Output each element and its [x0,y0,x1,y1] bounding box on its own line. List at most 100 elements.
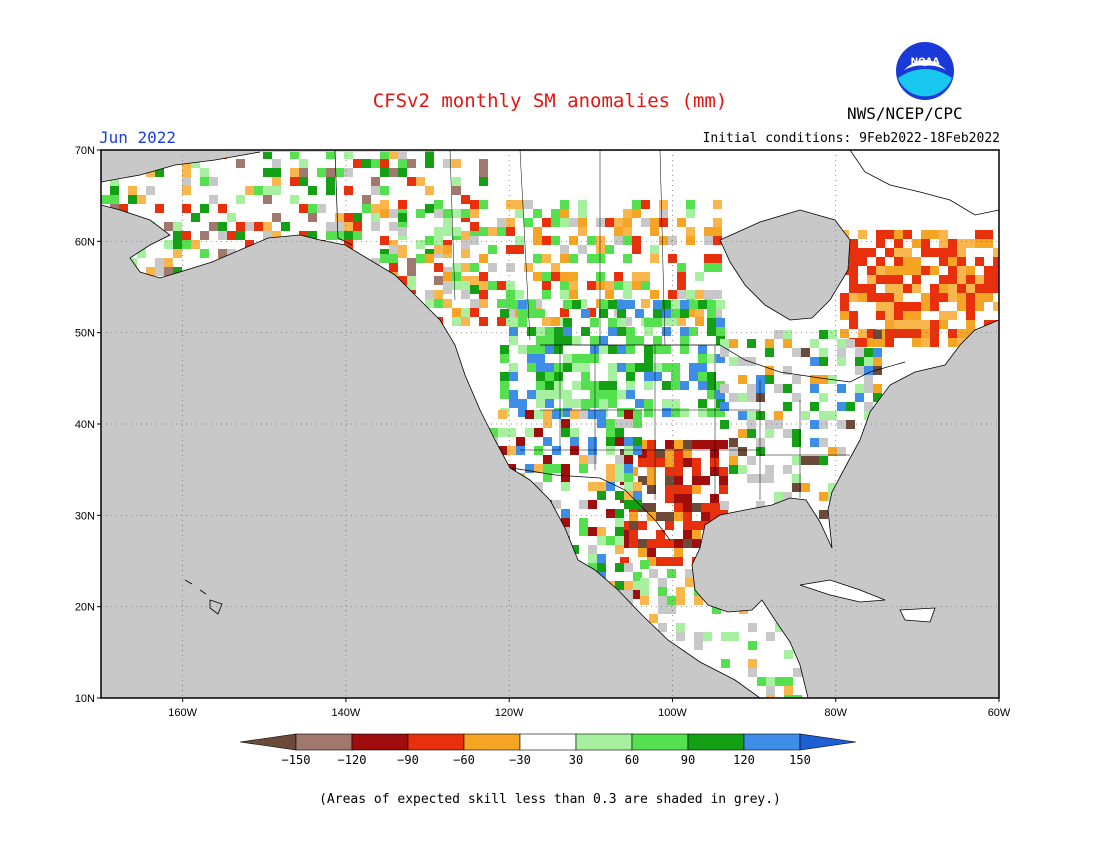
anomaly-cell [674,503,683,512]
anomaly-cell [894,329,903,338]
anomaly-cell [525,410,534,419]
anomaly-cell [638,548,647,557]
anomaly-cell [694,641,703,650]
anomaly-cell [873,366,882,375]
anomaly-cell [536,390,545,399]
anomaly-cell [641,218,650,227]
anomaly-cell [849,239,858,248]
anomaly-cell [479,299,488,308]
anomaly-cell [173,267,182,276]
anomaly-cell [110,195,119,204]
anomaly-cell [662,363,671,372]
anomaly-cell [588,527,597,536]
anomaly-cell [710,512,719,521]
anomaly-cell [647,476,656,485]
anomaly-cell [563,327,572,336]
anomaly-cell [527,309,536,318]
anomaly-cell [570,410,579,419]
anomaly-cell [633,500,642,509]
anomaly-cell [701,440,710,449]
anomaly-cell [662,300,671,309]
anomaly-cell [561,428,570,437]
legend-swatch [575,733,633,751]
anomaly-cell [716,408,725,417]
anomaly-cell [563,399,572,408]
anomaly-cell [425,299,434,308]
anomaly-cell [704,236,713,245]
legend-swatch [631,733,689,751]
anomaly-cell [671,300,680,309]
anomaly-cell [561,419,570,428]
anomaly-cell [948,311,957,320]
anomaly-cell [912,329,921,338]
anomaly-cell [766,632,775,641]
anomaly-cell [380,168,389,177]
anomaly-cell [570,428,579,437]
anomaly-cell [720,348,729,357]
anomaly-cell [587,236,596,245]
anomaly-cell [658,623,667,632]
anomaly-cell [683,503,692,512]
anomaly-cell [698,345,707,354]
anomaly-cell [689,363,698,372]
anomaly-cell [698,372,707,381]
anomaly-cell [819,375,828,384]
anomaly-cell [515,200,524,209]
anomaly-cell [948,338,957,347]
anomaly-cell [748,623,757,632]
anomaly-cell [534,464,543,473]
anomaly-cell [506,290,515,299]
anomaly-cell [993,284,999,293]
lat-tick-label: 40N [75,419,95,431]
anomaly-cell [371,177,380,186]
anomaly-cell [389,263,398,272]
legend-label: 60 [625,753,639,767]
anomaly-cell [774,420,783,429]
anomaly-cell [461,317,470,326]
anomaly-cell [506,227,515,236]
anomaly-cell [461,290,470,299]
anomaly-cell [756,375,765,384]
anomaly-cell [500,390,509,399]
anomaly-cell [434,276,443,285]
anomaly-cell [828,411,837,420]
valid-month-label: Jun 2022 [99,128,177,147]
anomaly-cell [653,309,662,318]
anomaly-cell [606,464,615,473]
anomaly-cell [966,302,975,311]
anomaly-cell [470,222,479,231]
anomaly-cell [578,299,587,308]
anomaly-cell [536,372,545,381]
anomaly-cell [443,299,452,308]
anomaly-cell [461,209,470,218]
anomaly-cell [894,320,903,329]
anomaly-cell [658,587,667,596]
anomaly-cell [819,456,828,465]
anomaly-cell [572,381,581,390]
anomaly-cell [644,408,653,417]
anomaly-cell [912,266,921,275]
anomaly-cell [659,236,668,245]
anomaly-cell [837,339,846,348]
anomaly-cell [479,254,488,263]
anomaly-cell [633,491,642,500]
anomaly-cell [984,275,993,284]
anomaly-cell [624,437,633,446]
anomaly-cell [545,345,554,354]
anomaly-cell [452,227,461,236]
anomaly-cell [443,272,452,281]
anomaly-cell [579,455,588,464]
anomaly-cell [407,276,416,285]
anomaly-cell [689,300,698,309]
anomaly-cell [662,381,671,390]
anomaly-cell [667,605,676,614]
anomaly-cell [756,384,765,393]
anomaly-cell [665,449,674,458]
anomaly-cell [614,218,623,227]
anomaly-cell [713,227,722,236]
anomaly-cell [479,159,488,168]
anomaly-cell [713,218,722,227]
anomaly-cell [876,275,885,284]
anomaly-cell [209,222,218,231]
anomaly-cell [434,290,443,299]
